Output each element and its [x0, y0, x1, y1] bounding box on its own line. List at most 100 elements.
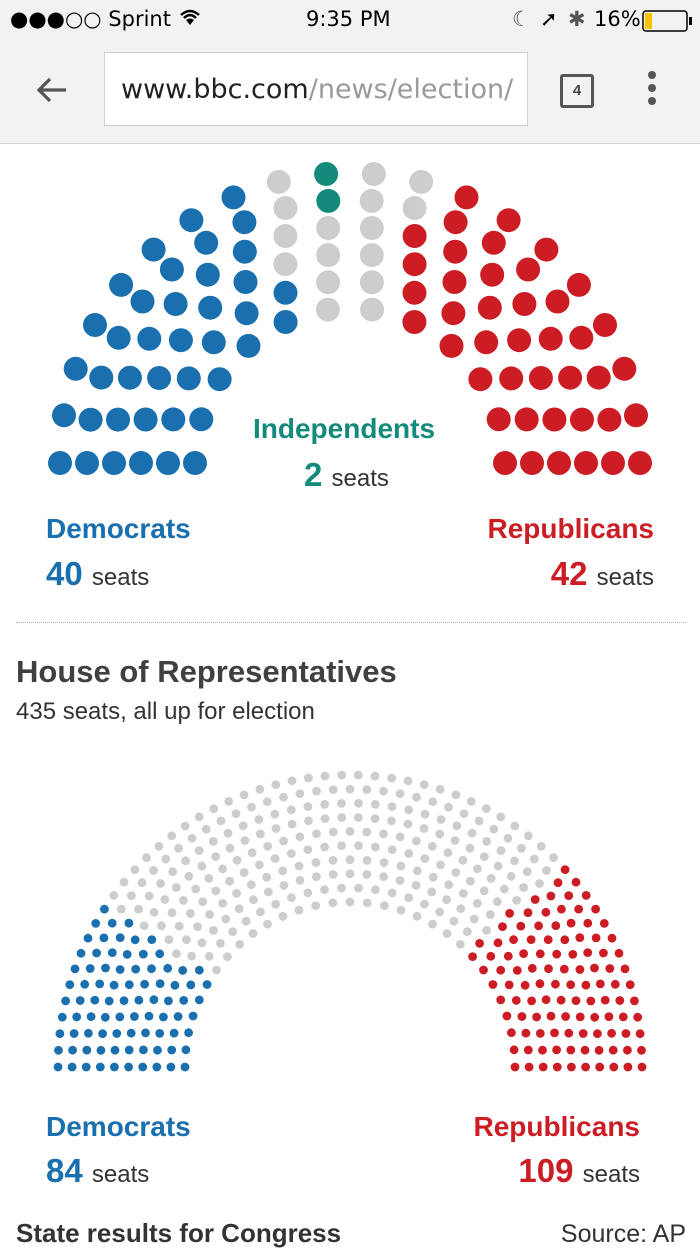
undecided-seat [443, 848, 453, 858]
undecided-seat [395, 832, 405, 842]
republican-seat [623, 1045, 632, 1055]
republican-seat [468, 367, 493, 392]
republican-seat [493, 451, 517, 475]
undecided-seat [519, 883, 528, 892]
undecided-seat [420, 899, 429, 909]
undecided-seat [486, 910, 495, 919]
undecided-seat [209, 804, 219, 814]
undecided-seat [181, 856, 190, 866]
democrat-seat [95, 979, 105, 989]
undecided-seat [294, 905, 304, 915]
democrat-seat [109, 980, 119, 990]
undecided-seat [134, 904, 144, 914]
republican-seat [528, 366, 553, 390]
senate-republicans-label: Republicans [487, 513, 654, 544]
republican-seat [543, 935, 553, 944]
undecided-seat [459, 889, 468, 898]
undecided-seat [465, 843, 475, 853]
republican-seat [608, 1045, 618, 1055]
undecided-seat [535, 879, 544, 888]
undecided-seat [499, 884, 509, 894]
democrat-seat [166, 1062, 176, 1072]
house-democrats-label: Democrats [46, 1111, 191, 1142]
wifi-icon [178, 7, 202, 32]
republican-seat [499, 366, 524, 391]
undecided-seat [187, 833, 197, 843]
undecided-seat [311, 858, 321, 867]
undecided-seat [270, 854, 280, 863]
republican-seat [532, 1012, 541, 1022]
undecided-seat [456, 904, 466, 914]
state-results-link[interactable]: State results for Congress [16, 1218, 342, 1248]
democrat-seat [141, 1028, 150, 1038]
more-menu-icon[interactable] [648, 71, 656, 110]
undecided-seat [427, 841, 437, 851]
democrat-seat [98, 1029, 107, 1039]
undecided-seat [184, 871, 194, 881]
undecided-seat [360, 297, 385, 322]
undecided-seat [503, 833, 513, 843]
democrat-seat [85, 964, 95, 973]
undecided-seat [396, 905, 406, 915]
undecided-seat [395, 876, 405, 885]
democrat-seat [54, 1045, 63, 1055]
democrat-seat [130, 935, 140, 945]
democrat-seat [84, 1028, 93, 1038]
republican-seat [597, 407, 622, 432]
republican-seat [564, 1028, 574, 1038]
undecided-seat [428, 872, 438, 882]
undecided-seat [420, 809, 430, 819]
democrat-seat [179, 208, 204, 233]
republican-seat [618, 1012, 628, 1022]
democrat-seat [170, 980, 180, 990]
republican-seat [402, 310, 427, 334]
undecided-seat [510, 821, 520, 831]
republican-seat [496, 995, 506, 1005]
democrat-seat [234, 301, 259, 326]
republican-seat [498, 922, 507, 931]
democrat-seat [110, 1062, 119, 1072]
tab-switcher-button[interactable]: 4 [560, 74, 594, 108]
republican-seat [552, 949, 562, 959]
undecided-seat [512, 896, 521, 905]
undecided-seat [359, 243, 384, 268]
address-bar[interactable]: www.bbc.com/news/election/ [104, 52, 528, 126]
republican-seat [637, 1045, 646, 1055]
undecided-seat [263, 841, 273, 851]
undecided-seat [442, 929, 452, 938]
republican-seat [574, 904, 584, 914]
house-republicans-label: Republicans [473, 1111, 640, 1142]
republican-seat [594, 1045, 604, 1055]
republican-seat [541, 907, 551, 917]
undecided-seat [197, 938, 207, 948]
undecided-seat [316, 216, 341, 240]
republican-seat [443, 210, 468, 235]
undecided-seat [473, 864, 482, 874]
undecided-seat [481, 804, 491, 814]
republican-seat [488, 980, 498, 989]
republican-seat [599, 948, 608, 958]
undecided-seat [427, 887, 437, 897]
back-arrow-icon[interactable] [34, 72, 70, 113]
democrat-seat [131, 964, 141, 974]
republican-seat [601, 451, 625, 475]
undecided-seat [466, 876, 475, 886]
undecided-seat [316, 270, 341, 295]
undecided-seat [172, 883, 181, 892]
undecided-seat [279, 836, 288, 846]
democrat-seat [68, 1045, 77, 1055]
undecided-seat [328, 827, 338, 837]
democrat-seat [61, 996, 70, 1006]
republican-seat [595, 979, 605, 989]
undecided-seat [444, 802, 453, 812]
url-host: www.bbc.com [121, 74, 309, 105]
republican-seat [468, 952, 477, 961]
undecided-seat [362, 856, 372, 865]
undecided-seat [303, 888, 313, 898]
undecided-seat [428, 797, 438, 807]
undecided-seat [506, 871, 516, 881]
democrat-seat [126, 1028, 136, 1038]
undecided-seat [254, 815, 264, 824]
republican-seat [578, 1029, 588, 1038]
undecided-seat [109, 891, 119, 900]
